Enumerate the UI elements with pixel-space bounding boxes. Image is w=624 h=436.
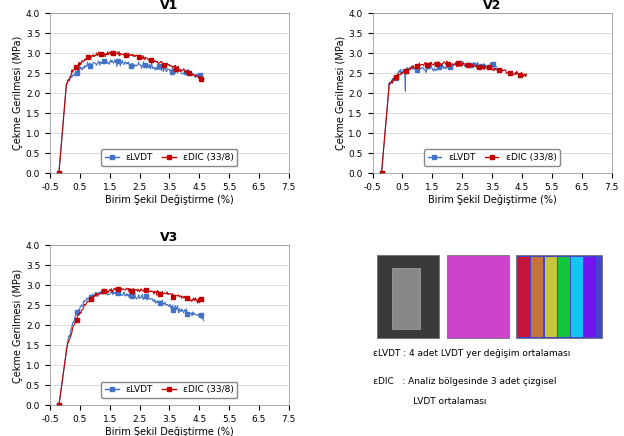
FancyBboxPatch shape bbox=[571, 256, 583, 337]
Text: εDIC   : Analiz bölgesinde 3 adet çizgisel: εDIC : Analiz bölgesinde 3 adet çizgisel bbox=[373, 377, 556, 386]
FancyBboxPatch shape bbox=[519, 256, 530, 337]
FancyBboxPatch shape bbox=[378, 255, 439, 338]
Title: V3: V3 bbox=[160, 231, 178, 244]
FancyBboxPatch shape bbox=[447, 255, 509, 338]
Text: LVDT ortalaması: LVDT ortalaması bbox=[373, 398, 486, 406]
X-axis label: Birim Şekil Değiştirme (%): Birim Şekil Değiştirme (%) bbox=[105, 195, 234, 205]
Title: V1: V1 bbox=[160, 0, 178, 12]
Legend: εLVDT, εDIC (33/8): εLVDT, εDIC (33/8) bbox=[424, 149, 560, 166]
FancyBboxPatch shape bbox=[545, 256, 557, 337]
Text: εLVDT : 4 adet LVDT yer değişim ortalaması: εLVDT : 4 adet LVDT yer değişim ortalama… bbox=[373, 349, 570, 358]
FancyBboxPatch shape bbox=[558, 256, 570, 337]
X-axis label: Birim Şekil Değiştirme (%): Birim Şekil Değiştirme (%) bbox=[105, 427, 234, 436]
FancyBboxPatch shape bbox=[532, 256, 544, 337]
Legend: εLVDT, εDIC (33/8): εLVDT, εDIC (33/8) bbox=[101, 149, 237, 166]
Title: V2: V2 bbox=[483, 0, 501, 12]
Y-axis label: Çekme Gerilmesi (MPa): Çekme Gerilmesi (MPa) bbox=[13, 268, 23, 382]
Y-axis label: Çekme Gerilmesi (MPa): Çekme Gerilmesi (MPa) bbox=[336, 36, 346, 150]
Legend: εLVDT, εDIC (33/8): εLVDT, εDIC (33/8) bbox=[101, 382, 237, 398]
FancyBboxPatch shape bbox=[392, 268, 421, 329]
FancyBboxPatch shape bbox=[584, 256, 596, 337]
Y-axis label: Çekme Gerilmesi (MPa): Çekme Gerilmesi (MPa) bbox=[13, 36, 23, 150]
X-axis label: Birim Şekil Değiştirme (%): Birim Şekil Değiştirme (%) bbox=[427, 195, 557, 205]
FancyBboxPatch shape bbox=[516, 255, 602, 338]
